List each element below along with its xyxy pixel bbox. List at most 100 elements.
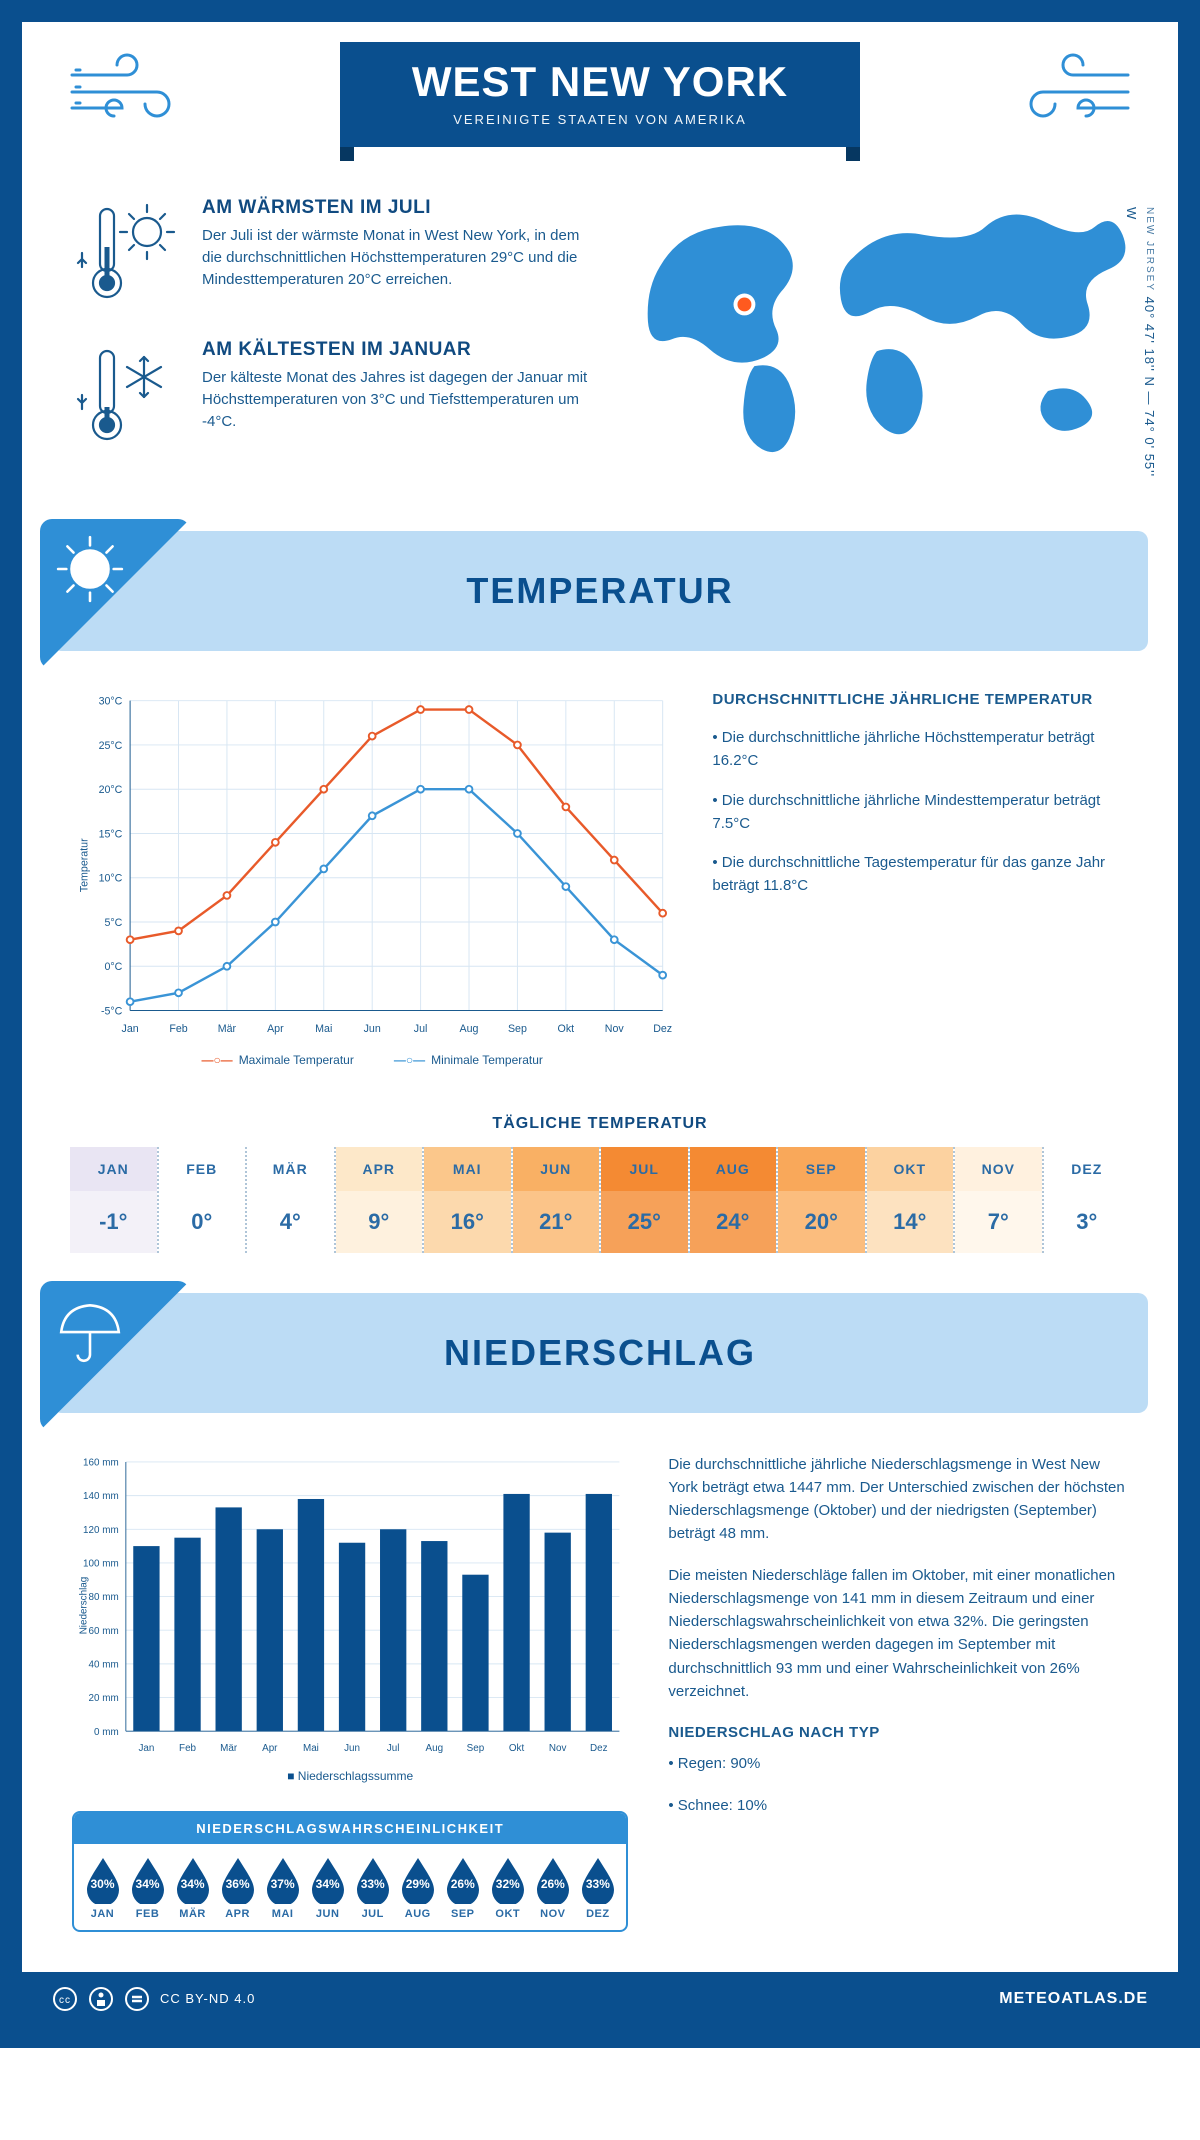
probability-cell: 34% MÄR (170, 1856, 215, 1920)
daily-cell: OKT14° (867, 1147, 956, 1253)
temperature-summary: DURCHSCHNITTLICHE JÄHRLICHE TEMPERATUR •… (712, 691, 1128, 1067)
precip-bar-chart: 0 mm20 mm40 mm60 mm80 mm100 mm120 mm140 … (72, 1453, 628, 1783)
probability-cell: 29% AUG (395, 1856, 440, 1920)
precip-type1: • Regen: 90% (668, 1752, 1128, 1775)
temp-summary-p2: • Die durchschnittliche jährliche Mindes… (712, 789, 1128, 836)
svg-text:Jul: Jul (387, 1743, 400, 1754)
raindrop-icon: 32% (488, 1856, 528, 1904)
svg-text:cc: cc (59, 1995, 71, 2006)
svg-text:Apr: Apr (267, 1023, 284, 1035)
temperature-title: TEMPERATUR (52, 570, 1148, 612)
daily-cell: MÄR4° (247, 1147, 336, 1253)
probability-cell: 32% OKT (485, 1856, 530, 1920)
daily-cell: AUG24° (690, 1147, 779, 1253)
legend-min: Minimale Temperatur (394, 1053, 543, 1067)
thermometer-sun-icon (72, 197, 182, 307)
precip-p1: Die durchschnittliche jährliche Niedersc… (668, 1453, 1128, 1546)
raindrop-icon: 26% (533, 1856, 573, 1904)
svg-text:5°C: 5°C (104, 917, 122, 929)
svg-text:Jan: Jan (138, 1743, 154, 1754)
svg-text:Apr: Apr (262, 1743, 278, 1754)
svg-text:Dez: Dez (653, 1023, 672, 1035)
daily-cell: MAI16° (424, 1147, 513, 1253)
svg-text:0 mm: 0 mm (94, 1726, 119, 1737)
svg-text:100 mm: 100 mm (83, 1558, 119, 1569)
daily-cell: DEZ3° (1044, 1147, 1131, 1253)
svg-text:Jun: Jun (364, 1023, 381, 1035)
svg-text:Nov: Nov (605, 1023, 625, 1035)
svg-text:Jun: Jun (344, 1743, 360, 1754)
page-subtitle: VEREINIGTE STAATEN VON AMERIKA (400, 112, 800, 127)
svg-text:160 mm: 160 mm (83, 1457, 119, 1468)
region-label: NEW JERSEY (1144, 207, 1155, 292)
svg-text:Dez: Dez (590, 1743, 608, 1754)
svg-text:Niederschlag: Niederschlag (78, 1576, 89, 1634)
svg-text:80 mm: 80 mm (89, 1592, 119, 1603)
coldest-text: Der kälteste Monat des Jahres ist dagege… (202, 367, 594, 432)
daily-cell: JAN-1° (70, 1147, 159, 1253)
svg-text:15°C: 15°C (99, 828, 123, 840)
svg-text:Feb: Feb (179, 1743, 197, 1754)
by-icon (88, 1986, 114, 2012)
probability-cell: 26% NOV (530, 1856, 575, 1920)
daily-cell: JUN21° (513, 1147, 602, 1253)
coordinates: NEW JERSEY 40° 47' 18'' N — 74° 0' 55'' … (1122, 207, 1158, 481)
daily-cell: JUL25° (601, 1147, 690, 1253)
precip-title: NIEDERSCHLAG (52, 1332, 1148, 1374)
daily-cell: FEB0° (159, 1147, 248, 1253)
svg-text:120 mm: 120 mm (83, 1524, 119, 1535)
wind-icon (1018, 50, 1138, 135)
coldest-fact: AM KÄLTESTEN IM JANUAR Der kälteste Mona… (72, 339, 594, 449)
raindrop-icon: 34% (128, 1856, 168, 1904)
brand: METEOATLAS.DE (999, 1990, 1148, 2008)
svg-text:Okt: Okt (558, 1023, 575, 1035)
probability-cell: 30% JAN (80, 1856, 125, 1920)
svg-text:40 mm: 40 mm (89, 1659, 119, 1670)
probability-cell: 33% DEZ (575, 1856, 620, 1920)
raindrop-icon: 29% (398, 1856, 438, 1904)
legend-max: Maximale Temperatur (201, 1053, 353, 1067)
warmest-title: AM WÄRMSTEN IM JULI (202, 197, 594, 219)
coldest-title: AM KÄLTESTEN IM JANUAR (202, 339, 594, 361)
intro-row: AM WÄRMSTEN IM JULI Der Juli ist der wär… (22, 187, 1178, 521)
license: cc CC BY-ND 4.0 (52, 1986, 255, 2012)
precip-text: Die durchschnittliche jährliche Niedersc… (668, 1453, 1128, 1932)
svg-text:Sep: Sep (467, 1743, 485, 1754)
raindrop-icon: 30% (83, 1856, 123, 1904)
raindrop-icon: 36% (218, 1856, 258, 1904)
svg-text:Sep: Sep (508, 1023, 527, 1035)
daily-temp-title: TÄGLICHE TEMPERATUR (22, 1115, 1178, 1133)
probability-cell: 37% MAI (260, 1856, 305, 1920)
temp-summary-p3: • Die durchschnittliche Tagestemperatur … (712, 851, 1128, 898)
page-title: WEST NEW YORK (400, 58, 800, 106)
title-ribbon: WEST NEW YORK VEREINIGTE STAATEN VON AME… (340, 42, 860, 147)
svg-text:20°C: 20°C (99, 784, 123, 796)
raindrop-icon: 26% (443, 1856, 483, 1904)
svg-text:Mai: Mai (315, 1023, 332, 1035)
svg-text:Mär: Mär (218, 1023, 237, 1035)
svg-text:60 mm: 60 mm (89, 1625, 119, 1636)
svg-text:Okt: Okt (509, 1743, 525, 1754)
wind-icon (62, 50, 182, 135)
temperature-section-header: TEMPERATUR (52, 531, 1148, 651)
svg-text:140 mm: 140 mm (83, 1491, 119, 1502)
daily-cell: NOV7° (955, 1147, 1044, 1253)
precip-type-title: NIEDERSCHLAG NACH TYP (668, 1721, 1128, 1744)
svg-text:Nov: Nov (549, 1743, 567, 1754)
temp-summary-title: DURCHSCHNITTLICHE JÄHRLICHE TEMPERATUR (712, 691, 1128, 708)
daily-cell: SEP20° (778, 1147, 867, 1253)
precip-type2: • Schnee: 10% (668, 1794, 1128, 1817)
raindrop-icon: 37% (263, 1856, 303, 1904)
svg-text:30°C: 30°C (99, 696, 123, 708)
precip-section-header: NIEDERSCHLAG (52, 1293, 1148, 1413)
probability-cell: 36% APR (215, 1856, 260, 1920)
precip-p2: Die meisten Niederschläge fallen im Okto… (668, 1564, 1128, 1704)
svg-text:Aug: Aug (426, 1743, 444, 1754)
cc-icon: cc (52, 1986, 78, 2012)
svg-text:Aug: Aug (460, 1023, 479, 1035)
raindrop-icon: 34% (308, 1856, 348, 1904)
probability-cell: 26% SEP (440, 1856, 485, 1920)
svg-text:Jul: Jul (414, 1023, 428, 1035)
svg-text:Mär: Mär (220, 1743, 238, 1754)
thermometer-snow-icon (72, 339, 182, 449)
